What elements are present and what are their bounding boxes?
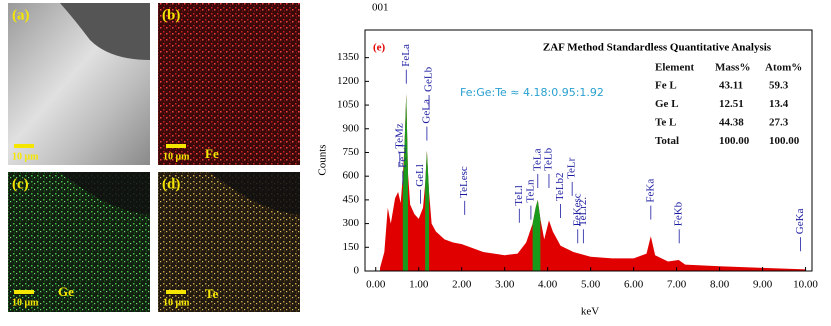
peak-label: TeLr	[566, 157, 578, 179]
y-tick-label: 300	[343, 217, 360, 229]
table-cell: 100.00	[769, 135, 800, 147]
plot-frame	[364, 29, 813, 272]
table-cell: 59.3	[769, 80, 789, 92]
sem-dark	[60, 3, 150, 60]
y-tick-label: 150	[343, 241, 360, 253]
panel-d: (d) 10 μm Te	[158, 172, 300, 312]
y-tick-label: 900	[343, 122, 360, 134]
x-tick-label: 1.00	[409, 279, 429, 291]
x-tick-label: 3.00	[495, 279, 515, 291]
y-tick-label: 1050	[337, 99, 360, 111]
peak-label: TeMz	[393, 123, 405, 149]
panel-a: (a) 10 μm	[8, 3, 150, 165]
table-cell: Te L	[655, 117, 676, 129]
x-tick-label: 5.00	[581, 279, 601, 291]
y-tick-label: 1200	[337, 75, 360, 87]
ratio-annotation: Fe:Ge:Te ≈ 4.18:0.95:1.92	[460, 86, 604, 99]
peak-label: GeLa	[420, 99, 432, 124]
peak-label: TeLb	[542, 147, 554, 171]
x-tick-label: 10.00	[793, 279, 818, 291]
x-tick-label: 9.00	[753, 279, 773, 291]
peak-label: GeLl	[414, 164, 426, 187]
table-cell: Fe L	[655, 80, 677, 92]
element-label: Ge	[58, 284, 74, 299]
x-tick-label: 7.00	[667, 279, 687, 291]
peak-label: TeLr2.	[577, 197, 589, 227]
scale-label: 10 μm	[163, 151, 190, 162]
table-header: Mass%	[715, 62, 750, 74]
table-header: Atom%	[765, 62, 802, 74]
table-title: ZAF Method Standardless Quantitative Ana…	[543, 42, 772, 54]
x-tick-label: 2.00	[452, 279, 472, 291]
x-tick-label: 8.00	[710, 279, 730, 291]
table-cell: 27.3	[769, 117, 789, 129]
peak-label: TeLesc	[458, 166, 470, 198]
x-tick-label: 4.00	[538, 279, 558, 291]
peak-label: FeKb	[673, 201, 685, 226]
peak-label: TeLb2	[554, 172, 566, 201]
panel-label: (a)	[12, 7, 30, 23]
scale-label: 10 μm	[12, 151, 39, 162]
peak-label: FeKesc	[571, 193, 583, 226]
panel-b: (b) 10 μm Fe	[158, 3, 300, 165]
peak-label: TeLn	[524, 179, 536, 203]
peak-label: TeLl	[513, 185, 525, 206]
panel-label: (c)	[12, 176, 29, 192]
peak-label: FeKa	[644, 179, 656, 203]
map-dark	[60, 172, 150, 215]
y-tick-label: 1350	[337, 51, 360, 63]
x-tick-label: 6.00	[624, 279, 644, 291]
panel-label: (b)	[162, 7, 180, 23]
table-cell: Ge L	[655, 98, 679, 110]
spectrum-area	[380, 94, 806, 271]
x-axis-label: keV	[581, 306, 599, 318]
y-tick-label: 0	[354, 265, 360, 277]
corner-label: 001	[372, 2, 389, 14]
element-label: Fe	[205, 146, 219, 161]
map-image	[158, 3, 300, 165]
panel-label: (e)	[373, 42, 386, 54]
scale-label: 10 μm	[163, 297, 190, 308]
table-header: Element	[655, 62, 694, 74]
y-tick-label: 750	[343, 146, 360, 158]
element-label: Te	[205, 286, 218, 301]
table-cell: Total	[655, 135, 679, 147]
table-cell: 12.51	[719, 98, 744, 110]
results-table: Element Mass% Atom% Fe L 43.11 59.3 Ge L 12.51 1…	[655, 62, 802, 148]
table-cell: 13.4	[769, 98, 789, 110]
panel-label: (d)	[162, 176, 180, 192]
panel-c: (c) 10 μm Ge	[8, 172, 150, 312]
x-tick-label: 0.00	[366, 279, 386, 291]
peak-label: GeLb	[423, 66, 435, 92]
y-axis-label: Counts	[317, 144, 329, 175]
peak-label: Fe Ll	[396, 144, 408, 168]
map-dark	[210, 172, 300, 215]
table-cell: 43.11	[719, 80, 743, 92]
peak-label: GeKa	[794, 208, 806, 234]
peak-label: FeLa	[400, 44, 412, 67]
y-tick-label: 600	[343, 170, 360, 182]
peak-label: TeLa	[531, 148, 543, 171]
scale-label: 10 μm	[12, 297, 39, 308]
table-cell: 44.38	[719, 117, 744, 129]
table-cell: 100.00	[719, 135, 750, 147]
y-tick-label: 450	[343, 193, 360, 205]
